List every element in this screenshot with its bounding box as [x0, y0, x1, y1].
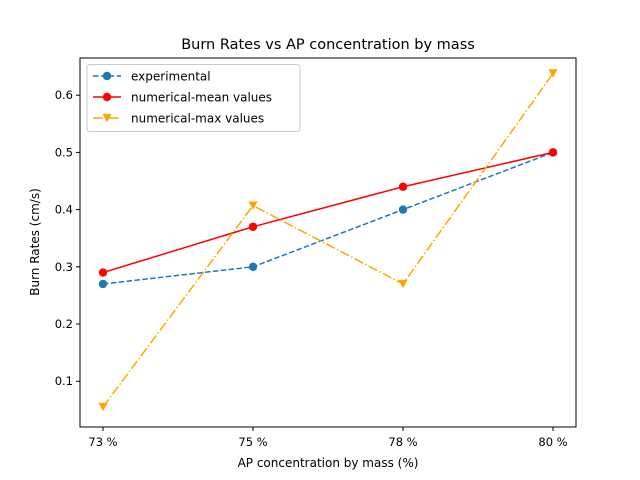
x-tick-label: 80 %	[538, 435, 567, 449]
series-line	[102, 73, 554, 408]
series-line	[102, 151, 554, 285]
x-tick-label: 78 %	[388, 435, 417, 449]
y-tick-label: 0.5	[55, 145, 73, 159]
legend-label: experimental	[131, 70, 211, 84]
y-tick-label: 0.2	[55, 317, 73, 331]
series-2	[98, 148, 558, 277]
x-axis-label: AP concentration by mass (%)	[238, 456, 419, 470]
x-tick-label: 75 %	[238, 435, 267, 449]
data-point	[98, 402, 108, 412]
y-tick-label: 0.1	[55, 374, 73, 388]
legend-box	[86, 64, 301, 132]
y-tick-label: 0.4	[55, 203, 73, 217]
x-tick-label: 73 %	[88, 435, 117, 449]
legend-marker	[102, 92, 112, 102]
legend-item: experimental	[93, 70, 211, 84]
data-point	[248, 222, 258, 231]
y-axis-label: Burn Rates (cm/s)	[28, 188, 42, 296]
legend-label: numerical-mean values	[131, 91, 272, 105]
data-point	[548, 148, 558, 157]
legend-marker	[102, 71, 112, 81]
y-tick-label: 0.3	[55, 260, 73, 274]
legend-marker	[102, 113, 112, 123]
legend: experimental numerical-mean values numeric…	[86, 64, 301, 132]
data-point	[398, 182, 408, 191]
series-line	[102, 151, 554, 274]
data-point	[398, 205, 408, 214]
axes-frame	[79, 57, 577, 428]
data-point	[548, 69, 558, 78]
plot-area	[98, 69, 558, 412]
x-axis: 73 % 75 % 78 % 80 %	[88, 427, 568, 449]
data-point	[98, 268, 108, 277]
data-point	[398, 279, 408, 289]
chart-title: Burn Rates vs AP concentration by mass	[181, 37, 475, 53]
y-axis: 0.1 0.2 0.3 0.4 0.5 0.6	[55, 88, 80, 388]
legend-item: numerical-mean values	[93, 91, 272, 105]
legend-label: numerical-max values	[131, 112, 264, 126]
y-tick-label: 0.6	[55, 88, 73, 102]
data-point	[248, 262, 258, 272]
series-1	[98, 148, 558, 289]
data-point	[98, 279, 108, 289]
series-3	[98, 69, 558, 412]
data-point	[248, 201, 258, 210]
legend-item: numerical-max values	[93, 112, 264, 126]
